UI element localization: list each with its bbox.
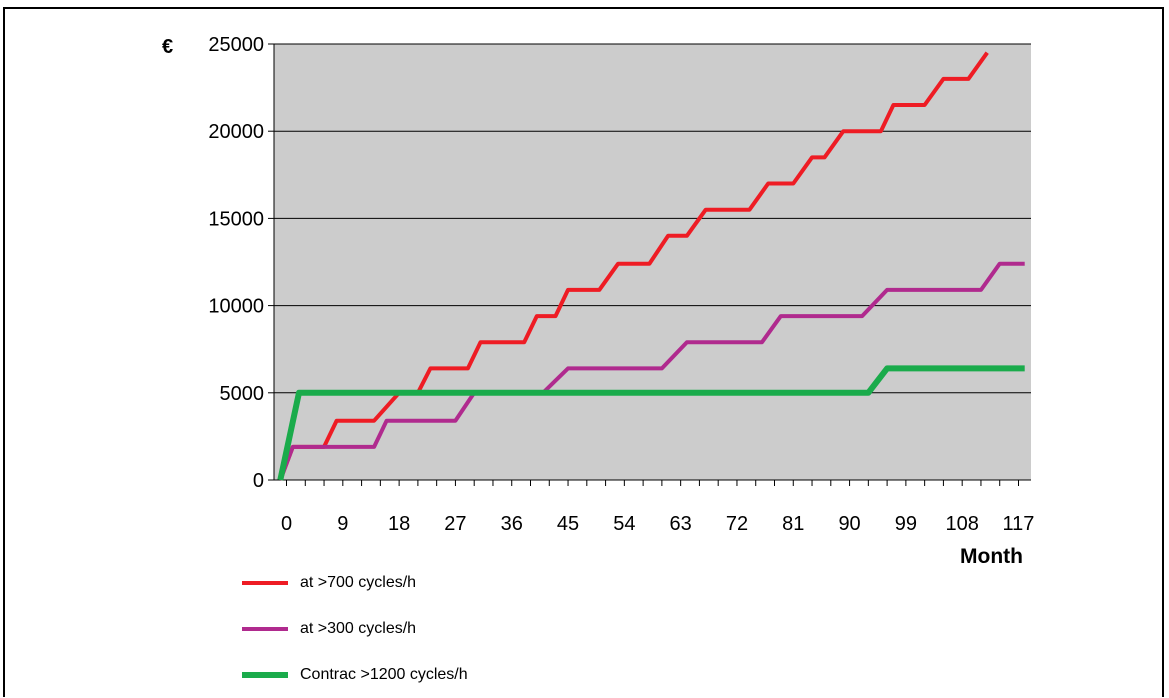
x-tick-label: 81 [782, 513, 804, 535]
legend-swatch-red [242, 581, 288, 585]
y-tick-label: 10000 [208, 296, 264, 318]
y-tick-label: 20000 [208, 121, 264, 143]
legend-label: at >700 cycles/h [300, 574, 417, 591]
series-group [277, 51, 1025, 481]
y-tick-label: 5000 [220, 383, 265, 405]
legend-swatch-purple [242, 627, 288, 631]
x-tick-label: 9 [337, 513, 348, 535]
y-tick-label: 15000 [208, 208, 264, 230]
x-tick-label: 27 [444, 513, 466, 535]
series-line-2 [278, 261, 1025, 481]
y-tick-label: 0 [253, 470, 264, 492]
legend-item: Contrac >1200 cycles/h [242, 652, 468, 698]
axes: 0 5000 10000 15000 20000 25000 0 9 18 27 36 45 54 63 7… [208, 34, 1034, 535]
x-tick-label: 63 [670, 513, 692, 535]
x-tick-label: 90 [838, 513, 860, 535]
legend-item: at >700 cycles/h [242, 560, 468, 606]
x-tick-label: 117 [1003, 513, 1035, 535]
x-tick-label: 54 [613, 513, 635, 535]
y-tick-label: 25000 [208, 34, 264, 56]
x-tick-label: 18 [388, 513, 410, 535]
legend-label: Contrac >1200 cycles/h [300, 666, 468, 683]
y-unit-label: € [162, 36, 173, 58]
x-axis-title: Month [960, 545, 1023, 568]
x-tick-label: 0 [281, 513, 292, 535]
chart-frame [3, 7, 1164, 697]
legend-label: at >300 cycles/h [300, 620, 417, 637]
x-tick-label: 99 [895, 513, 917, 535]
x-tick-label: 108 [945, 513, 978, 535]
x-tick-label: 72 [726, 513, 748, 535]
x-tick-label: 45 [557, 513, 579, 535]
legend: at >700 cycles/h at >300 cycles/h Contra… [242, 560, 468, 698]
series-line-3 [277, 365, 1025, 481]
legend-swatch-green [242, 672, 288, 678]
x-tick-label: 36 [501, 513, 523, 535]
legend-item: at >300 cycles/h [242, 606, 468, 652]
